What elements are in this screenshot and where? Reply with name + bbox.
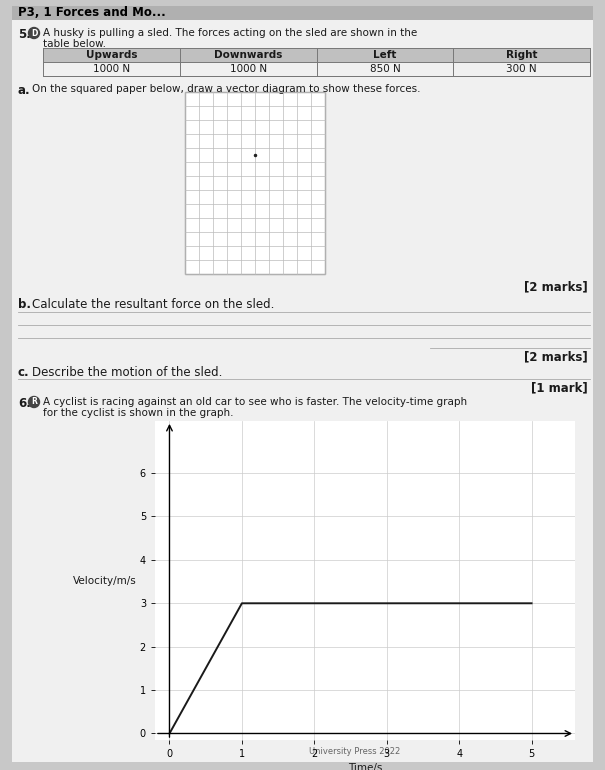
- Bar: [12, 6, 593, 20]
- Text: Downwards: Downwards: [214, 50, 283, 60]
- Text: a.: a.: [18, 84, 31, 97]
- Text: A husky is pulling a sled. The forces acting on the sled are shown in the: A husky is pulling a sled. The forces ac…: [43, 28, 417, 38]
- Text: 300 N: 300 N: [506, 64, 537, 74]
- Text: 1000 N: 1000 N: [93, 64, 130, 74]
- Text: 850 N: 850 N: [370, 64, 401, 74]
- Circle shape: [28, 28, 39, 38]
- X-axis label: Time/s: Time/s: [348, 763, 382, 770]
- Text: Upwards: Upwards: [86, 50, 137, 60]
- Text: [1 mark]: [1 mark]: [531, 381, 588, 394]
- Text: R: R: [31, 397, 37, 407]
- Text: University Press 2022: University Press 2022: [309, 747, 400, 756]
- Text: Left: Left: [373, 50, 396, 60]
- Text: D: D: [31, 28, 37, 38]
- Text: P3, 1 Forces and Mo...: P3, 1 Forces and Mo...: [18, 6, 166, 19]
- Text: A cyclist is racing against an old car to see who is faster. The velocity-time g: A cyclist is racing against an old car t…: [43, 397, 467, 407]
- Text: Velocity/m/s: Velocity/m/s: [73, 575, 137, 585]
- Text: Calculate the resultant force on the sled.: Calculate the resultant force on the sle…: [32, 298, 275, 311]
- Text: b.: b.: [18, 298, 31, 311]
- Text: [2 marks]: [2 marks]: [525, 280, 588, 293]
- Text: table below.: table below.: [43, 39, 106, 49]
- Bar: [43, 48, 590, 62]
- Text: Describe the motion of the sled.: Describe the motion of the sled.: [32, 366, 223, 379]
- Text: c.: c.: [18, 366, 30, 379]
- Text: On the squared paper below, draw a vector diagram to show these forces.: On the squared paper below, draw a vecto…: [32, 84, 420, 94]
- Text: Right: Right: [506, 50, 537, 60]
- Text: 1000 N: 1000 N: [229, 64, 267, 74]
- Text: 5.: 5.: [18, 28, 31, 41]
- Text: [2 marks]: [2 marks]: [525, 350, 588, 363]
- Bar: [185, 92, 325, 274]
- Circle shape: [28, 397, 39, 407]
- Text: 6.: 6.: [18, 397, 31, 410]
- Text: for the cyclist is shown in the graph.: for the cyclist is shown in the graph.: [43, 408, 234, 418]
